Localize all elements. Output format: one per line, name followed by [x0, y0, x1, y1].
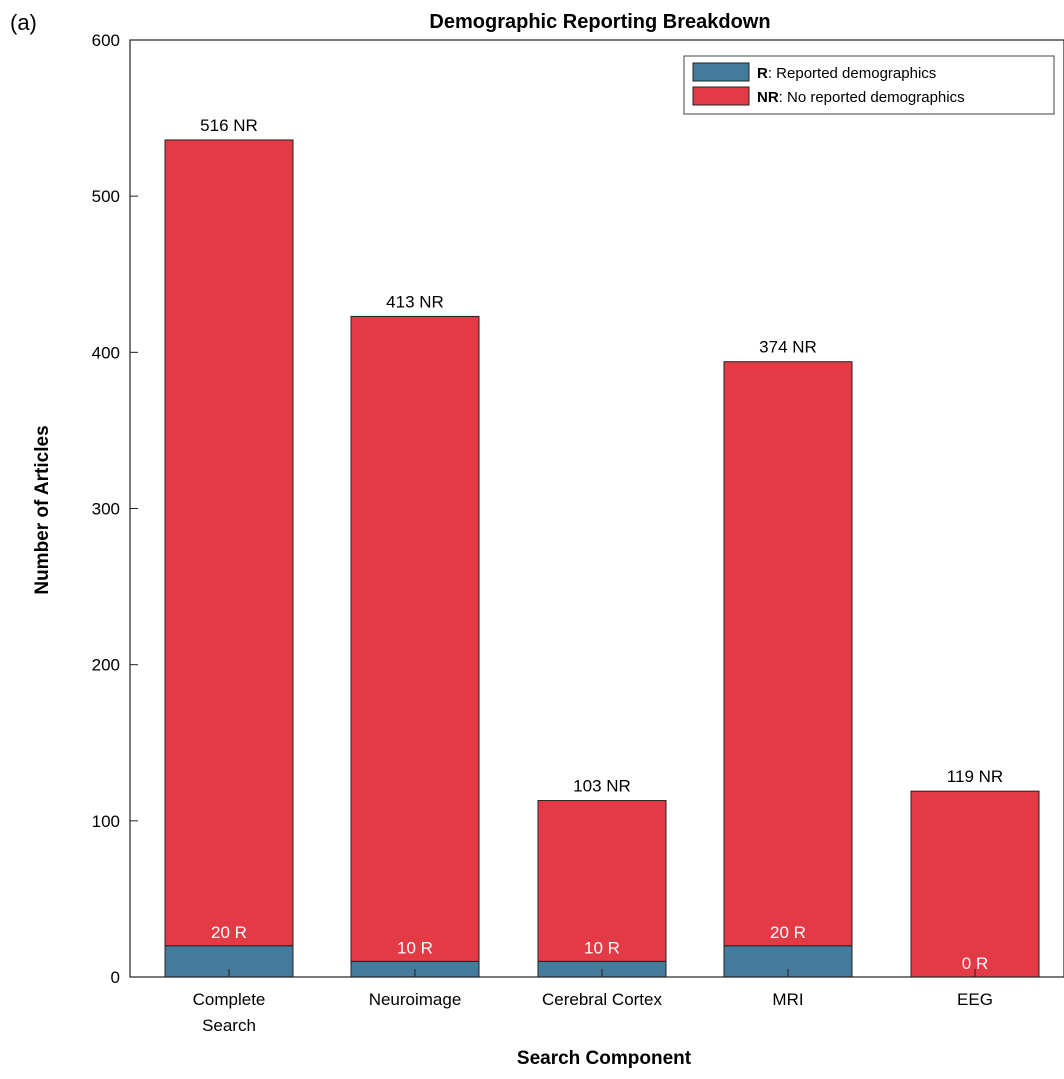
- legend-key: R: [757, 65, 768, 82]
- bar-not-reported: [537, 800, 667, 962]
- nr-data-label: 119 NR: [947, 767, 1003, 786]
- legend-swatch: [692, 62, 750, 82]
- y-tick-label: 200: [92, 656, 120, 675]
- x-tick-label: Cerebral Cortex: [542, 990, 662, 1009]
- legend-entry: R: Reported demographics: [757, 65, 936, 82]
- r-data-label: 0 R: [962, 954, 988, 973]
- x-tick-label: MRI: [772, 990, 803, 1009]
- x-tick-label: EEG: [957, 990, 993, 1009]
- r-data-label: 20 R: [770, 923, 806, 942]
- y-tick-label: 500: [92, 187, 120, 206]
- bar-not-reported: [164, 139, 294, 947]
- nr-data-label: 413 NR: [386, 292, 444, 311]
- legend-key: NR: [757, 89, 779, 106]
- y-tick-label: 400: [92, 343, 120, 362]
- r-data-label: 10 R: [584, 938, 620, 957]
- r-data-label: 20 R: [211, 923, 247, 942]
- x-axis-label: Search Component: [517, 1048, 692, 1069]
- legend-entry: NR: No reported demographics: [757, 89, 965, 106]
- x-tick-label: Complete: [193, 990, 266, 1009]
- y-tick-label: 300: [92, 500, 120, 519]
- y-tick-label: 600: [92, 31, 120, 50]
- nr-data-label: 374 NR: [759, 338, 817, 357]
- panel-label: (a): [10, 10, 37, 35]
- plot-area: 0 100 200 300 400 500 600 516 NR 20 R Complete Sea…: [92, 31, 1040, 1035]
- r-data-label: 10 R: [397, 938, 433, 957]
- y-axis-label: Number of Articles: [32, 425, 53, 594]
- bar-not-reported: [350, 315, 480, 962]
- plot-frame: [129, 39, 1064, 978]
- legend-text: : No reported demographics: [779, 89, 965, 106]
- bar-not-reported: [910, 790, 1040, 978]
- bar-not-reported: [723, 361, 853, 947]
- legend-swatch: [692, 86, 750, 106]
- y-tick-label: 0: [111, 968, 120, 987]
- nr-data-label: 516 NR: [200, 116, 258, 135]
- legend-text: : Reported demographics: [768, 65, 936, 82]
- x-tick-label: Neuroimage: [369, 990, 462, 1009]
- legend: R: Reported demographics NR: No reported …: [683, 55, 1055, 115]
- x-tick-label: Search: [202, 1016, 256, 1035]
- nr-data-label: 103 NR: [573, 777, 631, 796]
- chart-title: Demographic Reporting Breakdown: [429, 11, 770, 33]
- y-tick-label: 100: [92, 812, 120, 831]
